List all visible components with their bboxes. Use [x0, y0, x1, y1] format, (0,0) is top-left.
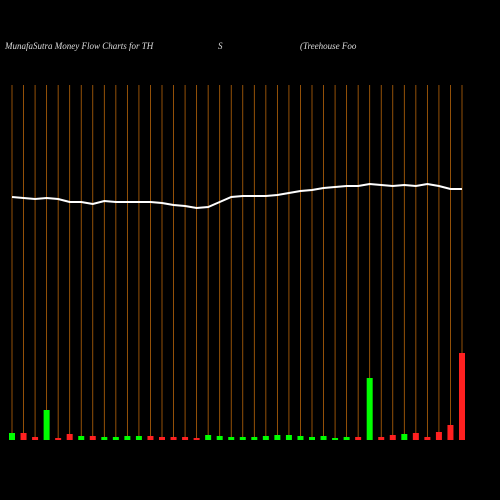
- bar: [366, 378, 373, 440]
- bar: [170, 437, 177, 440]
- bar: [285, 435, 292, 440]
- money-flow-line: [11, 182, 462, 210]
- bar: [228, 437, 235, 440]
- bar: [193, 438, 200, 440]
- bar: [32, 437, 39, 440]
- bar: [320, 436, 327, 440]
- bar: [412, 433, 419, 440]
- bar: [435, 432, 442, 440]
- chart-title: (Treehouse Foo: [300, 41, 357, 51]
- bar: [9, 433, 15, 440]
- bar: [378, 437, 385, 440]
- bar: [447, 425, 454, 440]
- bar: [55, 438, 62, 440]
- bar: [239, 437, 246, 440]
- bar: [101, 437, 108, 440]
- chart-title: MunafaSutra Money Flow Charts for TH: [4, 41, 154, 51]
- bar: [389, 435, 396, 440]
- bar: [343, 437, 350, 440]
- bar: [332, 438, 339, 440]
- bar: [78, 436, 85, 440]
- bar: [43, 410, 50, 440]
- bar: [66, 434, 73, 440]
- bar: [159, 437, 165, 440]
- bar: [309, 437, 315, 440]
- bar: [355, 437, 362, 440]
- bar: [424, 437, 431, 440]
- bar: [135, 436, 142, 440]
- bar: [112, 437, 119, 440]
- bar: [459, 353, 465, 440]
- bar: [182, 437, 189, 440]
- bar: [297, 436, 304, 440]
- bar: [274, 435, 281, 440]
- bar: [89, 436, 96, 440]
- bar: [216, 436, 223, 440]
- chart-title: S: [218, 41, 223, 51]
- bar: [124, 436, 131, 440]
- bar: [401, 434, 408, 440]
- bar: [251, 437, 258, 440]
- bar: [205, 435, 212, 440]
- bar: [20, 433, 27, 440]
- bar: [147, 436, 154, 440]
- bar: [262, 436, 269, 440]
